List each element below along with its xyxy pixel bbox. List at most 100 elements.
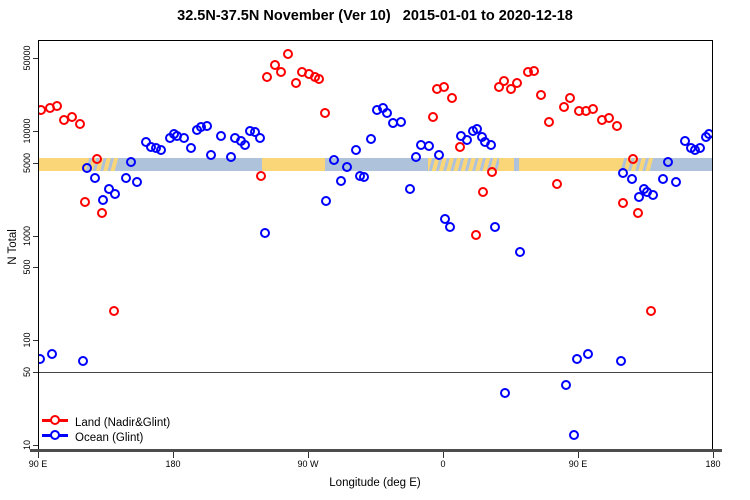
data-point-ocean bbox=[489, 222, 500, 233]
data-point-ocean bbox=[424, 140, 435, 151]
legend-label-land: Land (Nadir&Glint) bbox=[75, 417, 171, 429]
data-point-ocean bbox=[78, 355, 89, 366]
chart-title: 32.5N-37.5N November (Ver 10) 2015-01-01… bbox=[177, 8, 573, 24]
x-tick-label: 90 W bbox=[297, 459, 319, 469]
data-point-ocean bbox=[514, 246, 525, 257]
data-point-ocean bbox=[382, 107, 393, 118]
y-tick-label: 50000 bbox=[22, 45, 32, 71]
y-tick bbox=[33, 162, 38, 164]
y-axis-label: N Total bbox=[7, 229, 19, 265]
y-tick bbox=[33, 371, 38, 373]
data-point-ocean bbox=[328, 154, 339, 165]
data-point-land bbox=[313, 74, 324, 85]
y-tick bbox=[33, 57, 38, 59]
data-point-ocean bbox=[126, 156, 137, 167]
data-point-land bbox=[633, 208, 644, 219]
legend-item-land: Land (Nadir&Glint) bbox=[42, 413, 171, 429]
data-point-ocean bbox=[679, 135, 690, 146]
data-point-land bbox=[52, 100, 63, 111]
data-point-ocean bbox=[82, 163, 93, 174]
data-point-land bbox=[275, 67, 286, 78]
data-point-land bbox=[74, 119, 85, 130]
data-point-land bbox=[512, 78, 523, 89]
data-point-land bbox=[543, 117, 554, 128]
y-tick-label: 5000 bbox=[22, 152, 32, 173]
land-series-marker-icon bbox=[42, 415, 68, 426]
data-point-ocean bbox=[568, 429, 579, 440]
data-point-land bbox=[283, 48, 294, 59]
x-axis-line bbox=[30, 449, 722, 452]
data-point-ocean bbox=[38, 354, 45, 365]
data-point-ocean bbox=[462, 135, 473, 146]
data-point-land bbox=[552, 178, 563, 189]
data-point-ocean bbox=[254, 133, 265, 144]
data-point-ocean bbox=[321, 195, 332, 206]
data-point-land bbox=[109, 306, 120, 317]
legend: Land (Nadir&Glint) Ocean (Glint) bbox=[42, 413, 171, 444]
x-tick bbox=[578, 452, 579, 458]
data-point-ocean bbox=[439, 214, 450, 225]
data-point-ocean bbox=[404, 184, 415, 195]
y-tick-label: 50 bbox=[22, 366, 32, 377]
data-point-ocean bbox=[342, 162, 353, 173]
data-point-land bbox=[262, 72, 273, 83]
data-point-ocean bbox=[433, 149, 444, 160]
data-point-ocean bbox=[366, 134, 377, 145]
data-point-land bbox=[427, 112, 438, 123]
x-tick bbox=[308, 452, 309, 458]
data-point-land bbox=[627, 154, 638, 165]
reference-line bbox=[38, 371, 713, 373]
data-point-land bbox=[97, 208, 108, 219]
data-point-land bbox=[559, 102, 570, 113]
data-point-ocean bbox=[647, 189, 658, 200]
data-point-land bbox=[92, 154, 103, 165]
data-point-land bbox=[587, 103, 598, 114]
x-tick bbox=[713, 452, 714, 458]
data-point-ocean bbox=[663, 156, 674, 167]
data-point-land bbox=[646, 306, 657, 317]
data-point-ocean bbox=[485, 140, 496, 151]
y-tick bbox=[33, 131, 38, 133]
x-tick-label: 180 bbox=[705, 459, 721, 469]
y-tick-label: 100 bbox=[22, 332, 32, 348]
data-point-ocean bbox=[240, 140, 251, 151]
y-tick bbox=[33, 267, 38, 269]
map-strip-segment-ocean bbox=[514, 158, 519, 171]
data-point-ocean bbox=[626, 174, 637, 185]
data-point-ocean bbox=[226, 152, 237, 163]
data-point-land bbox=[536, 90, 547, 101]
data-point-land bbox=[612, 120, 623, 131]
data-point-land bbox=[290, 77, 301, 88]
data-point-ocean bbox=[657, 174, 668, 185]
y-tick-label: 10000 bbox=[22, 118, 32, 144]
data-point-ocean bbox=[395, 116, 406, 127]
plot-area bbox=[38, 40, 713, 450]
data-point-ocean bbox=[259, 227, 270, 238]
x-tick-label: 0 bbox=[440, 459, 446, 469]
data-point-land bbox=[604, 113, 615, 124]
data-point-land bbox=[478, 186, 489, 197]
data-point-ocean bbox=[571, 354, 582, 365]
data-point-ocean bbox=[358, 171, 369, 182]
map-strip-segment-land bbox=[261, 158, 325, 171]
map-strip-segment-land bbox=[518, 158, 620, 171]
data-point-land bbox=[320, 107, 331, 118]
data-point-land bbox=[493, 81, 504, 92]
data-point-ocean bbox=[615, 355, 626, 366]
data-point-ocean bbox=[46, 348, 57, 359]
map-strip-segment-coast bbox=[428, 158, 499, 171]
data-point-ocean bbox=[90, 173, 101, 184]
map-strip-segment-ocean bbox=[117, 158, 262, 171]
data-point-ocean bbox=[202, 120, 213, 131]
y-tick-label: 10 bbox=[22, 439, 32, 450]
data-point-land bbox=[67, 112, 78, 123]
data-point-land bbox=[470, 229, 481, 240]
x-axis-label: Longitude (deg E) bbox=[329, 477, 421, 489]
x-tick-label: 90 E bbox=[28, 459, 48, 469]
map-strip-segment-land bbox=[38, 158, 85, 171]
data-point-ocean bbox=[444, 222, 455, 233]
y-tick bbox=[33, 444, 38, 446]
data-point-ocean bbox=[155, 145, 166, 156]
x-tick-label: 90 E bbox=[568, 459, 588, 469]
